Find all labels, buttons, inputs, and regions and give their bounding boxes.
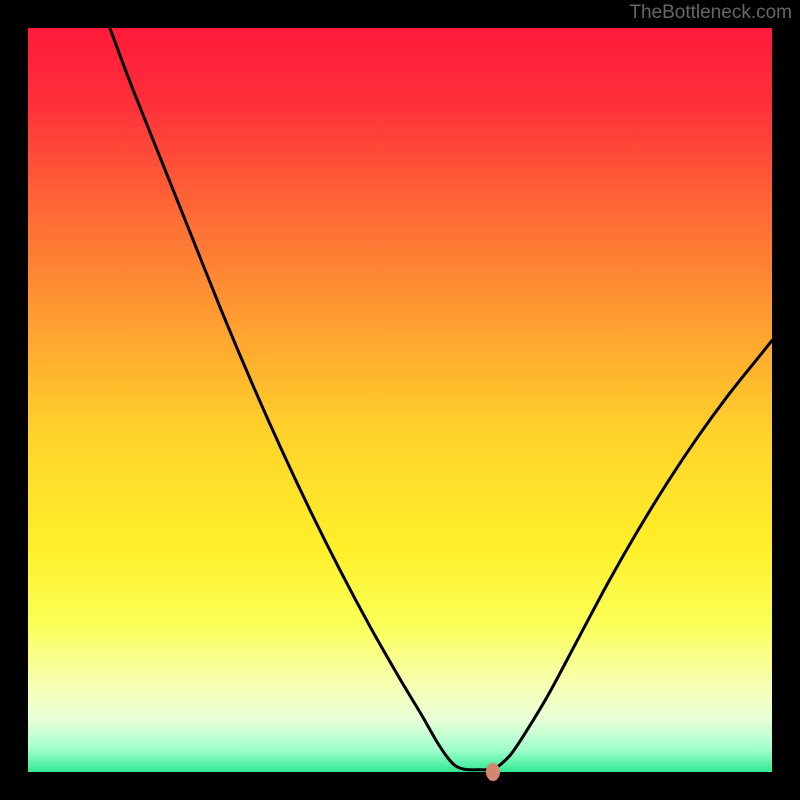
chart-container	[28, 28, 772, 772]
chart-minimum-marker	[486, 763, 500, 781]
chart-curve	[28, 28, 772, 772]
watermark-text: TheBottleneck.com	[629, 2, 792, 24]
